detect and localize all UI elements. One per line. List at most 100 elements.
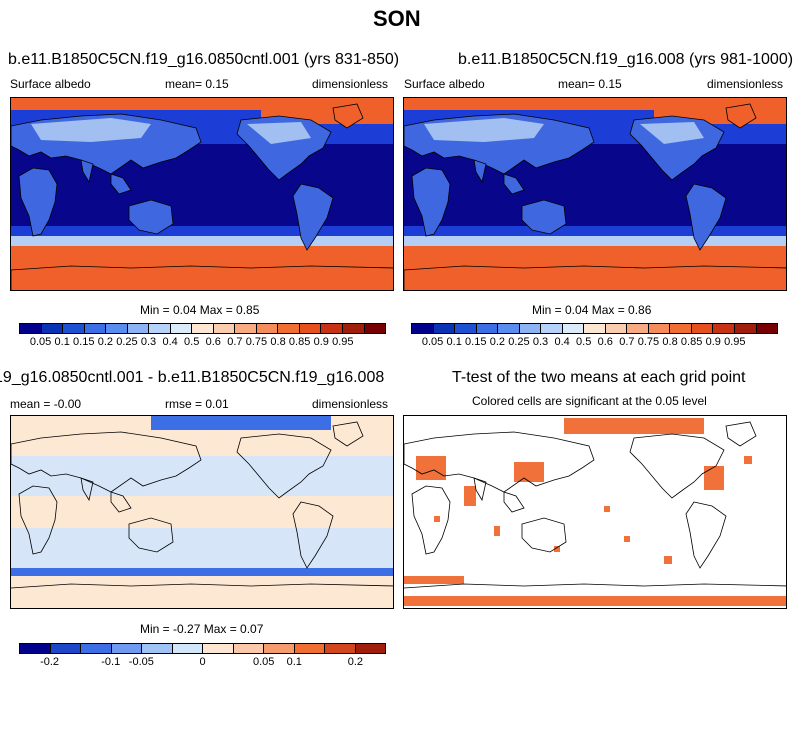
colorbar-swatch [519, 324, 542, 333]
colorbar-swatch [256, 324, 279, 333]
panel-label-bottom-left-units: dimensionless [312, 397, 389, 411]
coast-northamerica [236, 433, 332, 499]
coast-australia [521, 517, 567, 553]
colorbar-bottom-left [19, 643, 386, 654]
significant-cell [664, 556, 672, 564]
significant-cell [554, 546, 560, 552]
colorbar-tick-label: 0.3 [140, 336, 157, 348]
colorbar-ticks-bottom-left: -0.2 -0.1 -0.05 0 0.05 0.1 0.2 [19, 656, 386, 670]
diff-strong-negative-south [11, 568, 393, 576]
coast-northamerica [629, 433, 725, 499]
colorbar-swatch [364, 324, 386, 333]
colorbar-tick-label: 0.75 [245, 336, 268, 348]
sig-background [404, 416, 786, 608]
colorbar-swatch [455, 324, 477, 333]
colorbar-swatch [203, 644, 234, 653]
continent-australia [521, 199, 567, 235]
colorbar-swatch [41, 324, 64, 333]
colorbar-swatch [562, 324, 585, 333]
colorbar-tick-label: 0.7 [619, 336, 635, 348]
colorbar-swatch [734, 324, 757, 333]
colorbar-swatch [172, 644, 203, 653]
colorbar-tick-label: 0 [199, 656, 206, 668]
colorbar-swatch [325, 644, 356, 653]
significant-cell [464, 486, 476, 506]
significant-cell [404, 596, 786, 606]
colorbar-swatch [233, 644, 264, 653]
colorbar-swatch [192, 324, 214, 333]
colorbar-swatch [584, 324, 606, 333]
colorbar-swatch [294, 644, 325, 653]
colorbar-swatch [670, 324, 692, 333]
sea-ice-edge-south [11, 236, 393, 246]
diff-negative-band-south [11, 528, 393, 568]
continent-antarctica [11, 265, 393, 290]
colorbar-tick-label: 0.25 [508, 336, 530, 348]
colorbar-swatch [84, 324, 107, 333]
colorbar-swatch [476, 324, 499, 333]
panel-label-top-left-units: dimensionless [312, 77, 389, 91]
colorbar-swatch [605, 324, 628, 333]
colorbar-swatch [498, 324, 520, 333]
panel-label-bottom-left-mean: mean = -0.00 [10, 397, 82, 411]
albedo-map-top-left [11, 98, 393, 290]
panel-label-top-left-variable: Surface albedo [10, 77, 91, 91]
coast-seasia [110, 491, 132, 513]
colorbar-swatch [235, 324, 257, 333]
colorbar-swatch [321, 324, 343, 333]
colorbar-swatch [127, 324, 150, 333]
continent-southamerica [292, 183, 334, 251]
significant-cell [564, 418, 704, 434]
snow-northamerica [247, 122, 311, 144]
panel-minmax-bottom-left: Min = -0.27 Max = 0.07 [140, 622, 264, 636]
panel-label-top-right-mean: mean= 0.15 [558, 77, 622, 91]
continent-greenland [332, 103, 364, 129]
colorbar-swatch [756, 324, 778, 333]
colorbar-tick-label: 0.15 [73, 336, 95, 348]
panel-label-top-left-mean: mean= 0.15 [165, 77, 229, 91]
significant-cell [514, 462, 544, 482]
coast-africa [18, 485, 58, 555]
colorbar-swatch [63, 324, 85, 333]
colorbar-swatch [412, 324, 434, 333]
colorbar-swatch [170, 324, 193, 333]
significant-cell [434, 516, 440, 522]
colorbar-tick-label: 0.8 [662, 336, 678, 348]
colorbar-top-left [19, 323, 386, 334]
colorbar-swatch [433, 324, 456, 333]
coast-antarctica [404, 583, 786, 589]
diff-negative-band-north [11, 456, 393, 496]
colorbar-top-right [411, 323, 778, 334]
continent-southamerica [685, 183, 727, 251]
colorbar-ticks-top-right: 0.05 0.1 0.15 0.2 0.25 0.3 0.4 0.5 0.6 0.7 0.75 0.8… [411, 336, 778, 350]
colorbar-swatch [691, 324, 714, 333]
colorbar-ticks-top-left: 0.05 0.1 0.15 0.2 0.25 0.3 0.4 0.5 0.6 0.7 0.75 0.8… [19, 336, 386, 350]
colorbar-tick-label: 0.5 [184, 336, 200, 348]
colorbar-swatch [648, 324, 671, 333]
significant-cell [744, 456, 752, 464]
colorbar-tick-label: 0.15 [465, 336, 487, 348]
continent-africa [18, 167, 58, 237]
panel-label-top-right-variable: Surface albedo [404, 77, 485, 91]
snow-eurasia [424, 118, 544, 142]
panel-title-top-left: b.e11.B1850C5CN.f19_g16.0850cntl.001 (yr… [8, 51, 400, 68]
coast-india [80, 477, 94, 502]
continent-india [80, 159, 94, 184]
continent-seasia [503, 173, 525, 195]
colorbar-tick-label: 0.1 [286, 656, 302, 668]
colorbar-tick-label: 0.2 [489, 336, 505, 348]
colorbar-swatch [278, 324, 300, 333]
coast-africa [411, 485, 451, 555]
colorbar-tick-label: 0.95 [724, 336, 746, 348]
coast-southamerica [292, 501, 334, 569]
colorbar-tick-label: 0.95 [332, 336, 354, 348]
significant-cell [704, 466, 724, 490]
coast-southamerica [685, 501, 727, 569]
significant-cell [624, 536, 630, 542]
coast-seasia [503, 491, 525, 513]
panel-title-bottom-right: T-test of the two means at each grid poi… [452, 369, 746, 386]
albedo-map-top-right [404, 98, 786, 290]
map-bottom-left [10, 415, 394, 609]
colorbar-tick-label: 0.85 [680, 336, 703, 348]
significant-cell [494, 526, 500, 536]
